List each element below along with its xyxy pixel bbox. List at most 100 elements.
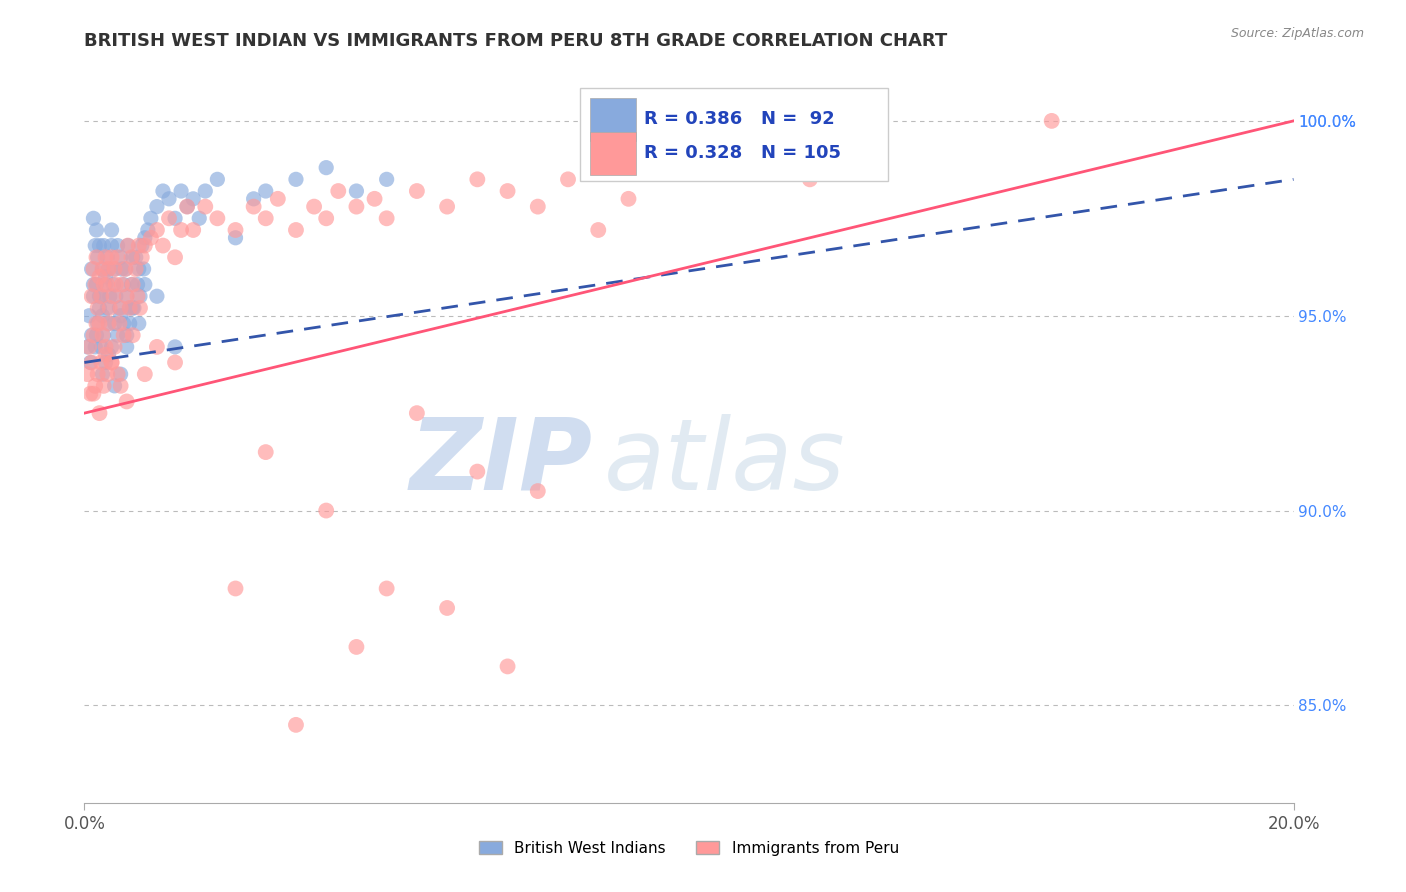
Text: atlas: atlas	[605, 414, 846, 511]
Point	[527, 484, 550, 499]
Point	[496, 184, 519, 198]
Point	[110, 309, 132, 323]
Point	[346, 640, 368, 654]
Point	[121, 277, 143, 292]
Point	[103, 289, 125, 303]
Point	[107, 250, 129, 264]
Point	[134, 367, 156, 381]
Point	[225, 231, 247, 245]
Point	[82, 328, 104, 343]
Point	[82, 262, 104, 277]
Point	[89, 289, 111, 303]
Point	[207, 172, 229, 186]
Point	[91, 367, 114, 381]
Point	[114, 262, 136, 277]
Point	[328, 184, 350, 198]
Point	[128, 238, 150, 252]
Point	[100, 250, 122, 264]
Point	[467, 172, 489, 186]
Point	[118, 301, 141, 315]
Point	[136, 223, 159, 237]
Point	[89, 269, 111, 284]
Point	[129, 301, 152, 315]
Point	[346, 200, 368, 214]
Point	[112, 277, 135, 292]
Point	[128, 262, 150, 277]
Point	[84, 277, 107, 292]
Point	[225, 582, 247, 596]
Point	[79, 355, 101, 369]
Point	[134, 231, 156, 245]
Point	[94, 250, 117, 264]
Point	[93, 379, 115, 393]
Text: R = 0.328   N = 105: R = 0.328 N = 105	[644, 145, 841, 162]
Point	[98, 289, 121, 303]
Point	[194, 200, 217, 214]
Text: R = 0.386   N =  92: R = 0.386 N = 92	[644, 111, 835, 128]
Point	[165, 340, 187, 354]
Point	[94, 269, 117, 284]
Point	[134, 277, 156, 292]
Point	[110, 379, 132, 393]
Point	[104, 262, 127, 277]
Point	[80, 289, 103, 303]
Text: ZIP: ZIP	[409, 414, 592, 511]
Point	[96, 301, 118, 315]
Point	[121, 250, 143, 264]
Point	[363, 192, 385, 206]
Point	[346, 184, 368, 198]
Point	[110, 301, 132, 315]
Point	[115, 289, 138, 303]
Point	[165, 250, 187, 264]
Point	[131, 250, 153, 264]
Point	[111, 262, 134, 277]
Point	[194, 184, 217, 198]
Point	[89, 317, 111, 331]
Point	[467, 465, 489, 479]
Point	[96, 277, 118, 292]
Point	[100, 223, 122, 237]
Point	[80, 328, 103, 343]
FancyBboxPatch shape	[589, 132, 636, 175]
Point	[527, 200, 550, 214]
Point	[146, 340, 169, 354]
Point	[91, 309, 114, 323]
Point	[157, 211, 180, 226]
Point	[104, 277, 127, 292]
Point	[146, 200, 169, 214]
Point	[84, 238, 107, 252]
Point	[108, 317, 131, 331]
Point	[678, 161, 700, 175]
Point	[91, 262, 114, 277]
Point	[93, 238, 115, 252]
Point	[436, 601, 458, 615]
Point	[118, 301, 141, 315]
Point	[267, 192, 290, 206]
Point	[131, 238, 153, 252]
Point	[1040, 114, 1063, 128]
Point	[375, 172, 398, 186]
FancyBboxPatch shape	[581, 88, 889, 181]
Point	[152, 238, 174, 252]
Point	[103, 277, 125, 292]
Point	[77, 309, 100, 323]
Point	[104, 317, 127, 331]
Point	[315, 503, 337, 517]
Point	[406, 406, 429, 420]
Point	[86, 223, 108, 237]
Point	[127, 277, 149, 292]
Point	[82, 386, 104, 401]
Point	[207, 211, 229, 226]
Point	[110, 250, 132, 264]
Point	[80, 355, 103, 369]
Text: Source: ZipAtlas.com: Source: ZipAtlas.com	[1230, 27, 1364, 40]
Point	[90, 355, 112, 369]
Point	[93, 328, 115, 343]
Point	[254, 211, 277, 226]
Point	[86, 367, 108, 381]
Point	[94, 348, 117, 362]
Point	[225, 223, 247, 237]
Point	[146, 223, 169, 237]
Point	[436, 200, 458, 214]
Point	[96, 367, 118, 381]
